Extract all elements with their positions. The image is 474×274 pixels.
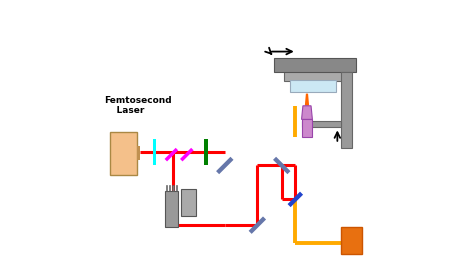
Polygon shape <box>288 192 303 207</box>
Polygon shape <box>249 216 266 234</box>
Bar <box>169 185 171 191</box>
Polygon shape <box>216 157 234 174</box>
Bar <box>137 147 140 160</box>
Polygon shape <box>301 106 312 119</box>
Polygon shape <box>180 148 194 161</box>
Bar <box>341 227 362 254</box>
Bar <box>273 58 356 72</box>
Bar <box>109 132 137 175</box>
Polygon shape <box>273 157 291 174</box>
Bar <box>166 185 167 191</box>
Polygon shape <box>153 139 156 165</box>
Text: Femtosecond
    Laser: Femtosecond Laser <box>104 96 172 115</box>
Polygon shape <box>305 94 309 106</box>
Bar <box>172 185 173 191</box>
Bar <box>165 191 178 227</box>
Bar <box>341 72 352 148</box>
Bar <box>284 71 346 81</box>
Bar <box>182 189 195 216</box>
Polygon shape <box>164 148 178 161</box>
Bar <box>302 121 341 127</box>
Polygon shape <box>204 139 208 165</box>
Bar <box>175 185 177 191</box>
Bar <box>290 80 336 92</box>
Bar <box>302 119 312 137</box>
